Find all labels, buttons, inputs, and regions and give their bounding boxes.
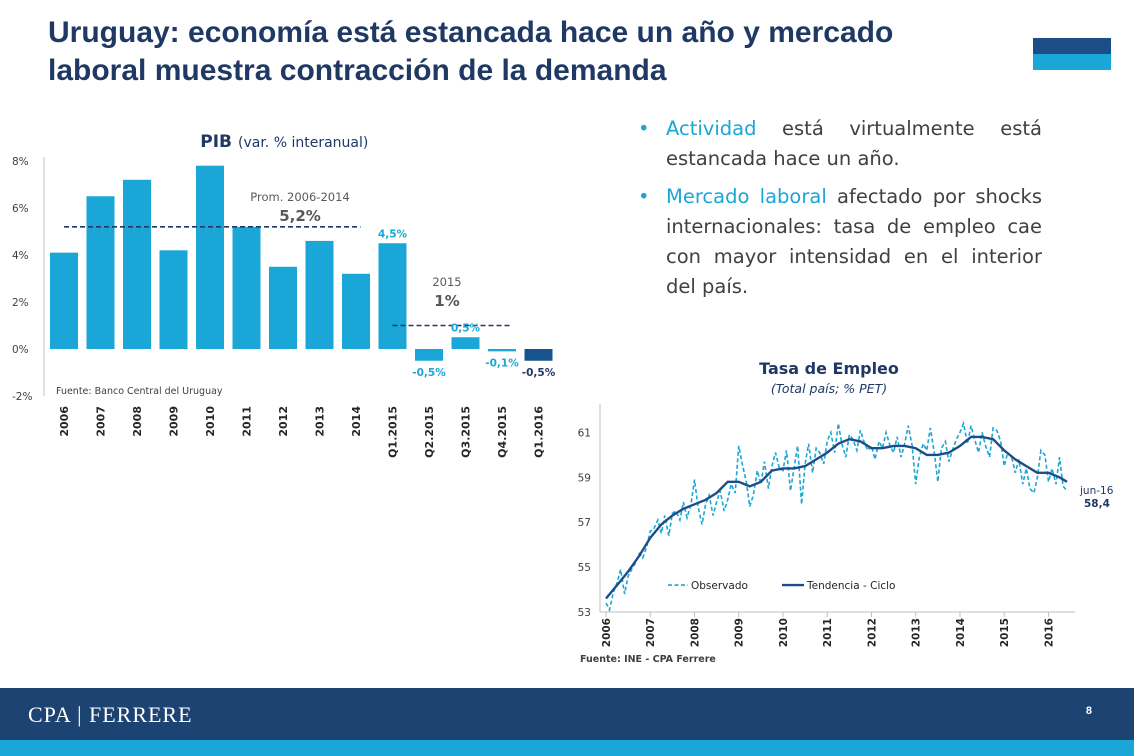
employment-y-tick-label: 57: [578, 517, 591, 529]
pib-x-tick-label: 2014: [350, 406, 363, 437]
footer-bar: CPA | FERRERE 8: [0, 688, 1134, 740]
pib-y-tick-label: 8%: [12, 156, 29, 168]
bullet-text: afectado por shocks internacionales: tas…: [666, 185, 1042, 298]
employment-end-value-label: 58,4: [1084, 498, 1110, 510]
pib-reference-label: 2015: [432, 275, 461, 289]
pib-x-tick-label: 2010: [204, 406, 217, 437]
pib-bar: [451, 337, 480, 349]
bullet-item: • Mercado laboral afectado por shocks int…: [638, 182, 1042, 302]
pib-y-tick-label: 6%: [12, 203, 29, 215]
header-accent-bar-dark: [1033, 38, 1111, 54]
pib-y-tick-label: -2%: [12, 391, 32, 403]
pib-y-tick-label: 2%: [12, 297, 29, 309]
pib-bar: [232, 226, 261, 349]
pib-chart-source: Fuente: Banco Central del Uruguay: [56, 386, 223, 397]
bullet-highlight: Mercado laboral: [666, 185, 827, 208]
employment-chart-subtitle: (Total país; % PET): [771, 381, 887, 396]
employment-y-tick-label: 61: [578, 427, 591, 439]
pib-reference-label: Prom. 2006-2014: [250, 190, 349, 204]
employment-x-tick-label: 2015: [999, 618, 1011, 647]
pib-x-tick-label: 2009: [168, 406, 181, 437]
employment-line-chart: Tasa de Empleo (Total país; % PET) 53 55 5…: [578, 359, 1114, 665]
bullet-list: • Actividad está virtualmente está estanc…: [638, 114, 1042, 310]
employment-x-tick-label: 2016: [1043, 618, 1055, 647]
legend-observed-label: Observado: [691, 580, 748, 592]
pib-bar-chart: PIB (var. % interanual) -2% 0% 2% 4% 6% 8% Pr…: [12, 132, 556, 458]
pib-bar: [378, 243, 407, 349]
pib-data-label: 0,5%: [451, 322, 481, 334]
pib-x-tick-label: 2007: [95, 406, 108, 437]
pib-x-tick-label: Q3.2015: [460, 406, 473, 458]
pib-x-tick-label: Q4.2015: [496, 406, 509, 458]
pib-bar: [415, 349, 443, 361]
pib-x-tick-label: 2011: [241, 406, 254, 437]
pib-bar: [159, 250, 188, 349]
footer-brand-logo: CPA | FERRERE: [28, 702, 193, 727]
pib-data-label: 4,5%: [378, 228, 408, 240]
pib-y-tick-label: 0%: [12, 344, 29, 356]
pib-bar: [196, 165, 224, 349]
employment-x-tick-label: 2006: [601, 618, 613, 647]
employment-x-tick-label: 2009: [734, 618, 746, 647]
pib-x-tick-label: Q1.2016: [533, 406, 546, 458]
pib-x-tick-label: 2008: [131, 406, 144, 437]
page-number: 8: [1085, 705, 1092, 717]
pib-bar: [488, 349, 516, 352]
employment-x-tick-label: 2008: [689, 618, 701, 647]
employment-x-tick-label: 2014: [955, 618, 967, 647]
employment-x-tick-label: 2013: [911, 618, 923, 647]
bullet-dot-icon: •: [638, 185, 650, 208]
employment-chart-title: Tasa de Empleo: [759, 359, 899, 378]
employment-x-tick-label: 2007: [645, 618, 657, 647]
pib-bar: [86, 196, 115, 349]
bullet-item: • Actividad está virtualmente está estanc…: [638, 114, 1042, 174]
pib-x-tick-label: Q1.2015: [387, 406, 400, 458]
pib-reference-value: 1%: [434, 292, 459, 310]
bullet-dot-icon: •: [638, 117, 650, 140]
employment-end-date-label: jun-16: [1079, 485, 1114, 497]
pib-bar: [524, 349, 553, 361]
pib-x-tick-label: 2013: [314, 406, 327, 437]
pib-bar: [305, 240, 334, 349]
pib-x-tick-label: Q2.2015: [423, 406, 436, 458]
pib-bar: [50, 252, 78, 349]
bullet-highlight: Actividad: [666, 117, 757, 140]
employment-x-tick-label: 2010: [778, 618, 790, 647]
pib-chart-subtitle: (var. % interanual): [238, 135, 368, 151]
employment-trend-line: [605, 435, 1068, 600]
pib-bar: [342, 273, 370, 349]
employment-y-tick-label: 55: [578, 562, 591, 574]
employment-y-tick-label: 59: [578, 472, 591, 484]
header-accent-bar-light: [1033, 54, 1111, 70]
pib-y-tick-label: 4%: [12, 250, 29, 262]
pib-x-tick-label: 2012: [277, 406, 290, 437]
pib-data-label: -0,1%: [485, 357, 519, 369]
employment-observed-line: [605, 420, 1068, 613]
pib-data-label: -0,5%: [522, 367, 556, 379]
employment-chart-source: Fuente: INE - CPA Ferrere: [580, 654, 716, 665]
pib-reference-value: 5,2%: [279, 207, 321, 225]
employment-x-tick-label: 2012: [866, 618, 878, 647]
employment-y-tick-label: 53: [578, 607, 591, 619]
pib-chart-title: PIB: [200, 132, 232, 152]
bullet-text: está virtualmente está estancada hace un…: [666, 117, 1042, 170]
employment-x-tick-label: 2011: [822, 618, 834, 647]
pib-bar: [269, 266, 297, 349]
pib-bar: [123, 179, 151, 349]
pib-data-label: -0,5%: [412, 367, 446, 379]
slide-title: Uruguay: economía está estancada hace un…: [48, 16, 894, 87]
pib-x-tick-label: 2006: [58, 406, 71, 437]
footer-accent-strip: [0, 740, 1134, 756]
legend-trend-label: Tendencia - Ciclo: [806, 580, 895, 592]
